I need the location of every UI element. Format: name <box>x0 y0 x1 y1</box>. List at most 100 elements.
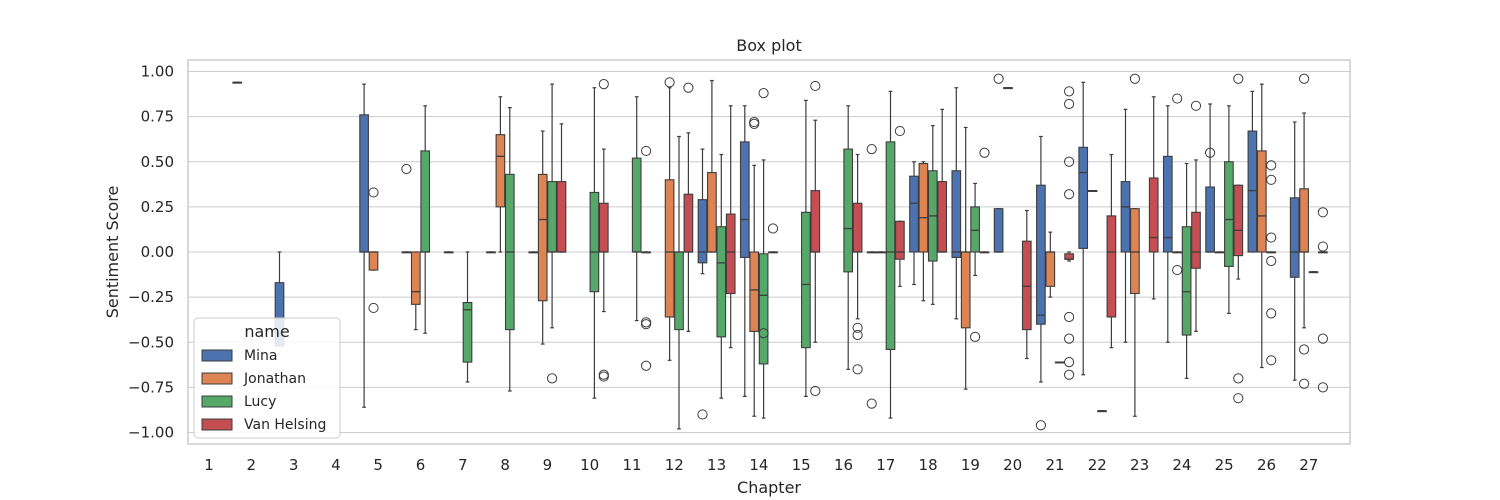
box-lucy <box>1054 361 1065 364</box>
outlier-point <box>598 79 609 90</box>
box-body <box>1064 253 1074 260</box>
legend-label: Mina <box>244 348 277 364</box>
box-body <box>1224 161 1234 267</box>
x-tick-label: 25 <box>1215 456 1234 474</box>
box-lucy <box>843 105 854 370</box>
box-body <box>368 251 379 271</box>
x-tick-label: 15 <box>792 456 811 474</box>
box-body <box>918 163 929 253</box>
box-lucy <box>1181 162 1192 379</box>
box-mina <box>401 163 412 254</box>
box-van-helsing <box>852 153 863 375</box>
y-tick-label: −0.50 <box>128 333 174 351</box>
x-tick-label: 10 <box>580 456 599 474</box>
box-body <box>547 181 557 253</box>
x-tick-label: 2 <box>247 456 257 474</box>
x-tick-label: 20 <box>1003 456 1022 474</box>
box-body <box>970 206 980 253</box>
box-van-helsing <box>1106 153 1117 349</box>
box-body <box>852 202 863 253</box>
box-body <box>410 251 421 305</box>
outlier-point <box>1233 373 1244 384</box>
box-mina <box>528 251 539 254</box>
box-body <box>1205 186 1215 253</box>
box-van-helsing <box>937 108 948 253</box>
outlier-point <box>664 77 675 88</box>
outlier-point <box>1064 333 1075 344</box>
legend-swatch <box>201 372 233 385</box>
box-body <box>951 170 962 258</box>
box-body <box>739 141 750 258</box>
box-body <box>556 181 567 253</box>
outlier-point <box>1064 369 1075 380</box>
legend: name Mina Jonathan Lucy Van Helsing <box>193 317 341 439</box>
box-mina <box>909 161 919 286</box>
legend-swatch <box>201 418 233 431</box>
box-lucy <box>970 182 981 342</box>
box-series <box>232 73 1329 431</box>
legend-label: Jonathan <box>243 371 306 387</box>
outlier-point <box>1190 100 1202 111</box>
x-tick-label: 14 <box>749 456 768 474</box>
x-tick-label: 26 <box>1257 456 1276 474</box>
box-van-helsing <box>641 145 652 371</box>
outlier-point <box>979 147 990 158</box>
box-body <box>758 253 769 365</box>
box-body <box>359 114 369 253</box>
box-body <box>1120 181 1131 253</box>
outlier-point <box>758 88 769 99</box>
outlier-point <box>641 360 652 371</box>
box-jonathan <box>707 79 717 253</box>
outlier-point <box>810 385 821 397</box>
outlier-point <box>852 364 863 375</box>
outlier-point <box>993 73 1004 84</box>
outlier-point <box>1266 174 1277 185</box>
box-jonathan <box>1299 73 1310 389</box>
outlier-point <box>1266 308 1277 319</box>
box-mina <box>1078 81 1089 376</box>
x-tick-label: 5 <box>373 456 383 474</box>
outlier-point <box>1064 86 1075 97</box>
outlier-point <box>1299 73 1310 84</box>
box-mina <box>951 87 962 320</box>
box-body <box>420 150 431 253</box>
y-tick-labels: 1.00 0.75 0.50 0.25 0.00 −0.25 −0.50 −0.75 −1.00 <box>128 63 174 442</box>
outlier-point <box>1317 333 1329 344</box>
y-tick-label: −0.25 <box>128 288 174 306</box>
box-van-helsing <box>810 80 821 397</box>
box-jonathan <box>495 96 506 253</box>
box-body <box>1247 130 1258 253</box>
box-jonathan <box>1045 231 1056 298</box>
box-mina <box>1247 90 1258 253</box>
box-van-helsing <box>556 123 567 253</box>
x-tick-label: 17 <box>876 456 895 474</box>
box-van-helsing <box>1148 96 1159 300</box>
legend-items: Mina Jonathan Lucy Van Helsing <box>201 348 326 433</box>
box-jonathan <box>1087 189 1098 192</box>
x-tick-label: 3 <box>289 456 299 474</box>
outlier-point <box>810 80 821 92</box>
box-jonathan <box>918 161 929 302</box>
outlier-point <box>547 373 558 384</box>
outlier-point <box>1172 93 1183 104</box>
box-body <box>993 208 1004 253</box>
outlier-point <box>852 329 863 341</box>
y-tick-label: 0.00 <box>141 243 174 261</box>
box-body <box>937 181 948 253</box>
outlier-point <box>1266 255 1277 267</box>
outlier-point <box>866 398 877 409</box>
y-tick-label: −0.75 <box>128 378 174 396</box>
box-jonathan <box>1003 87 1013 90</box>
box-mina <box>1035 135 1047 431</box>
box-jonathan <box>1214 251 1225 254</box>
outlier-point <box>1233 393 1244 404</box>
legend-frame <box>193 317 341 439</box>
outlier-point <box>970 331 981 342</box>
chart-title: Box plot <box>736 36 802 55</box>
box-mina <box>1162 105 1173 343</box>
outlier-point <box>894 125 906 137</box>
box-lucy <box>1224 105 1234 314</box>
box-van-helsing <box>767 223 779 254</box>
outlier-point <box>368 187 379 198</box>
